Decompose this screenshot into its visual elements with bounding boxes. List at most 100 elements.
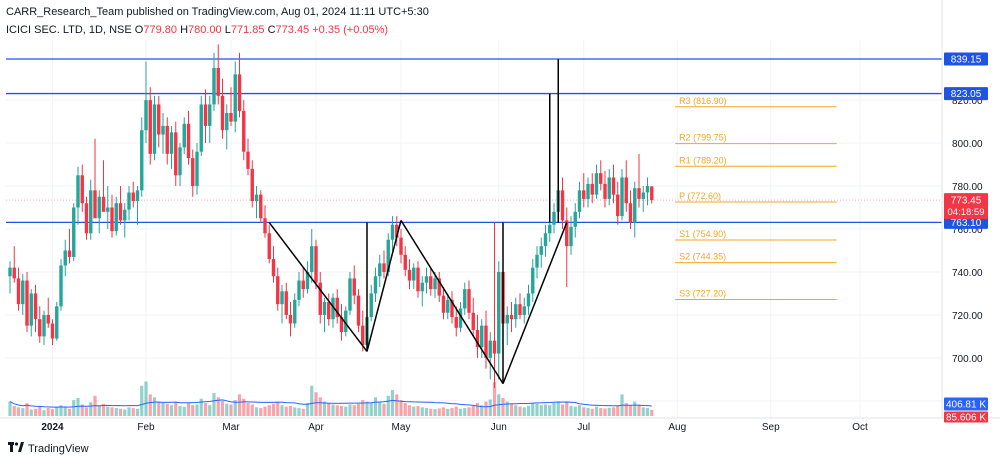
open-label: O [134, 24, 144, 36]
volume-bar [395, 394, 399, 416]
candle-body [437, 278, 441, 296]
volume-bar [603, 408, 607, 416]
candle-body [276, 276, 280, 305]
volume-bar [386, 395, 390, 416]
volume-bar [628, 405, 633, 416]
volume-bar [29, 409, 33, 416]
volume-ma-label: 406.81 K [946, 400, 986, 411]
pattern-line [502, 222, 568, 384]
x-tick-label: 2024 [41, 422, 64, 433]
volume-bar [229, 404, 233, 416]
volume-bar [327, 403, 331, 416]
candle-body [293, 299, 297, 324]
candle-body [127, 192, 131, 210]
volume-bar [110, 407, 114, 416]
candle-body [152, 104, 157, 154]
candle-body [288, 314, 293, 324]
candle-body [577, 190, 582, 212]
y-tick-label: 700.00 [952, 354, 983, 365]
volume-bar [161, 403, 165, 416]
candle-body [63, 250, 67, 266]
volume-bar [616, 405, 620, 416]
candle-body [531, 267, 535, 294]
candle-body [382, 263, 386, 272]
candle-body [620, 177, 624, 217]
candle-body [637, 188, 641, 199]
volume-bar [242, 398, 246, 416]
candle-body [8, 267, 12, 277]
x-tick-label: Jul [577, 422, 590, 433]
candle-body [471, 312, 475, 330]
level-price-label: 823.05 [951, 89, 982, 100]
volume-bar [233, 400, 237, 416]
change-value: +0.35 (+0.05%) [312, 24, 389, 36]
volume-bar [488, 399, 492, 416]
candle-body [335, 297, 339, 318]
candle-body [390, 224, 395, 240]
volume-bar [339, 405, 344, 416]
volume-bar [12, 405, 16, 416]
candle-body [344, 310, 348, 333]
candle-body [446, 299, 450, 313]
candle-body [331, 297, 335, 320]
candle-body [242, 110, 246, 152]
volume-bar [208, 405, 212, 416]
volume-bar [344, 406, 348, 416]
candle-body [454, 317, 458, 328]
high-value: 780.00 [188, 24, 222, 36]
candle-body [21, 280, 25, 305]
current-price-label: 773.45 [951, 196, 982, 207]
publish-header: CARR_Research_Team published on TradingV… [6, 6, 429, 18]
levels-layer [6, 58, 942, 223]
candle-body [399, 237, 403, 255]
candle-body [76, 175, 80, 208]
volume-bar [293, 407, 297, 416]
grid-layer [6, 40, 942, 418]
level-price-label-bg [944, 52, 988, 66]
volume-bar [21, 408, 25, 416]
volume-bar [199, 398, 203, 416]
volume-bar [322, 401, 327, 416]
candle-body [339, 317, 344, 333]
candle-body [497, 271, 501, 354]
symbol-legend: ICICI SEC. LTD, 1D, NSE O779.80 H780.00 … [6, 24, 388, 36]
brand-name[interactable]: TradingView [28, 442, 89, 455]
candle-body [522, 306, 526, 315]
candle-body [514, 304, 518, 320]
candle-body [93, 190, 97, 219]
candle-body [42, 314, 46, 337]
symbol-name[interactable]: ICICI SEC. LTD, 1D, NSE [6, 24, 132, 36]
candle-body [420, 282, 424, 292]
close-value: 773.45 [275, 24, 310, 36]
y-tick-label: 760.00 [952, 225, 983, 236]
volume-bar [72, 400, 76, 416]
candle-body [361, 325, 365, 345]
volume-bar [335, 405, 339, 416]
volume-bar [475, 403, 480, 416]
candle-body [594, 173, 599, 195]
candle-body [327, 302, 331, 320]
volume-bar [305, 403, 310, 416]
volume-bar [645, 408, 650, 416]
volume-bar [560, 404, 565, 416]
candle-body [161, 125, 165, 135]
pattern-line [400, 220, 504, 385]
volume-bar [297, 408, 301, 416]
volume-bar [212, 392, 216, 416]
volume-bar [67, 408, 72, 416]
axis-layer: 680.00700.00720.00740.00760.00780.00800.… [0, 0, 1000, 433]
volume-bar [80, 404, 84, 416]
candle-body [229, 113, 233, 122]
volume-bar [633, 401, 637, 416]
pivot-label: R2 (799.75) [679, 133, 727, 143]
volume-bar [365, 401, 369, 416]
volume-bar [582, 407, 586, 416]
volume-bar [429, 408, 433, 416]
candle-body [186, 123, 191, 159]
pivot-label: P (772.60) [679, 191, 721, 201]
candle-body [369, 293, 373, 318]
level-price-label: 763.10 [951, 218, 982, 229]
candle-body [458, 308, 463, 328]
candle-body [131, 192, 135, 202]
